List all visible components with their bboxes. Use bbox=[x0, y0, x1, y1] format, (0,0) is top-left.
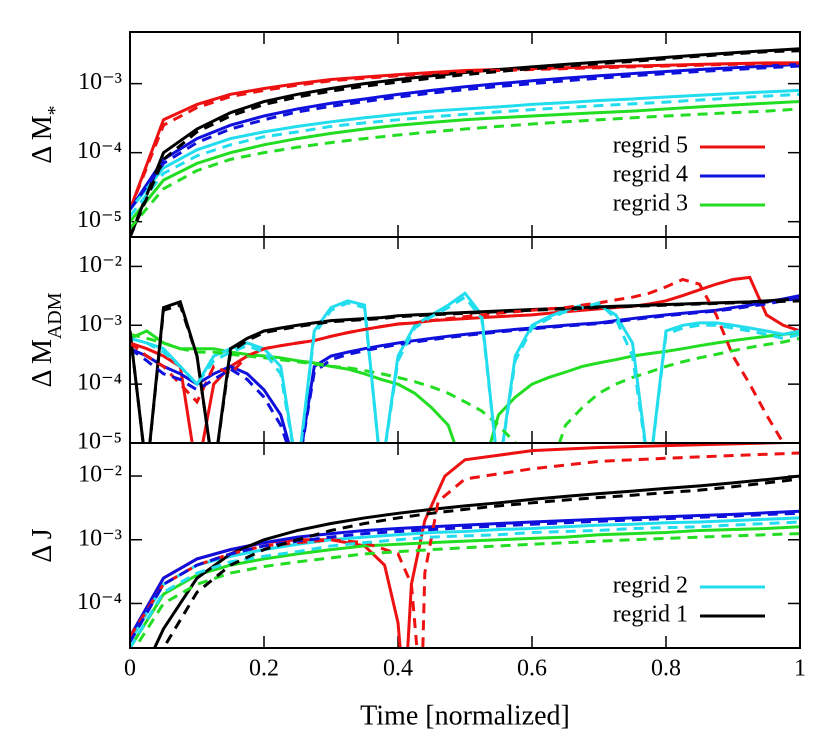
y-tick-label: 10⁻⁴ bbox=[77, 589, 122, 615]
dashed-line bbox=[130, 49, 800, 237]
y-tick-label: 10⁻⁵ bbox=[77, 207, 122, 233]
dashed-line bbox=[130, 296, 800, 443]
y-axis-label: Δ MADM bbox=[27, 292, 65, 387]
y-tick-label: 10⁻⁵ bbox=[77, 429, 122, 455]
y-tick-label: 10⁻⁴ bbox=[77, 370, 122, 396]
legend-label: regrid 2 bbox=[613, 573, 688, 599]
legend-label: regrid 5 bbox=[613, 133, 688, 159]
line bbox=[130, 516, 800, 643]
y-tick-label: 10⁻³ bbox=[78, 69, 122, 95]
dashed-line bbox=[130, 332, 800, 443]
y-axis-label: Δ M* bbox=[27, 105, 65, 163]
line bbox=[130, 275, 800, 443]
y-axis-label-main: Δ J bbox=[27, 528, 58, 562]
dashed-line bbox=[130, 64, 800, 211]
x-tick-label: 0.2 bbox=[249, 656, 279, 682]
dashed-line bbox=[130, 62, 800, 211]
dashed-line bbox=[130, 295, 800, 443]
legend-label: regrid 4 bbox=[613, 162, 688, 188]
y-axis-label-sub: * bbox=[44, 105, 66, 115]
line bbox=[130, 61, 800, 211]
line bbox=[130, 88, 800, 211]
x-tick-label: 1 bbox=[794, 656, 806, 682]
y-tick-label: 10⁻² bbox=[78, 252, 122, 278]
line bbox=[152, 474, 800, 648]
y-axis-label-main: Δ M bbox=[27, 339, 58, 387]
line bbox=[130, 509, 800, 638]
line bbox=[130, 297, 800, 443]
line bbox=[130, 291, 800, 443]
y-tick-label: 10⁻² bbox=[78, 462, 122, 488]
line bbox=[130, 443, 800, 648]
plot-frame bbox=[129, 442, 801, 649]
y-axis-label-sub: ADM bbox=[44, 292, 66, 339]
y-tick-label: 10⁻⁴ bbox=[77, 138, 122, 164]
y-tick-label: 10⁻³ bbox=[78, 525, 122, 551]
dashed-line bbox=[130, 511, 800, 643]
y-axis-label: Δ J bbox=[27, 528, 58, 562]
dashed-line bbox=[130, 520, 800, 648]
legend-label: regrid 1 bbox=[613, 602, 688, 628]
y-axis-label-main: Δ M bbox=[27, 115, 58, 163]
plot-frame bbox=[129, 236, 801, 444]
line bbox=[130, 525, 800, 648]
dashed-line bbox=[130, 277, 785, 443]
dashed-line bbox=[133, 532, 800, 648]
dashed-line bbox=[130, 299, 800, 443]
x-axis-label: Time [normalized] bbox=[360, 700, 570, 731]
legend-label: regrid 3 bbox=[613, 191, 688, 217]
line bbox=[130, 100, 800, 223]
line bbox=[130, 62, 800, 211]
x-tick-label: 0 bbox=[124, 656, 136, 682]
x-tick-label: 0.8 bbox=[651, 656, 681, 682]
x-tick-label: 0.6 bbox=[517, 656, 547, 682]
dashed-line bbox=[130, 107, 800, 230]
plot-frame bbox=[129, 31, 801, 238]
y-tick-label: 10⁻³ bbox=[78, 311, 122, 337]
line bbox=[130, 47, 800, 237]
line bbox=[130, 329, 800, 443]
dashed-line bbox=[130, 92, 800, 218]
x-tick-label: 0.4 bbox=[383, 656, 413, 682]
dashed-line bbox=[161, 477, 800, 648]
